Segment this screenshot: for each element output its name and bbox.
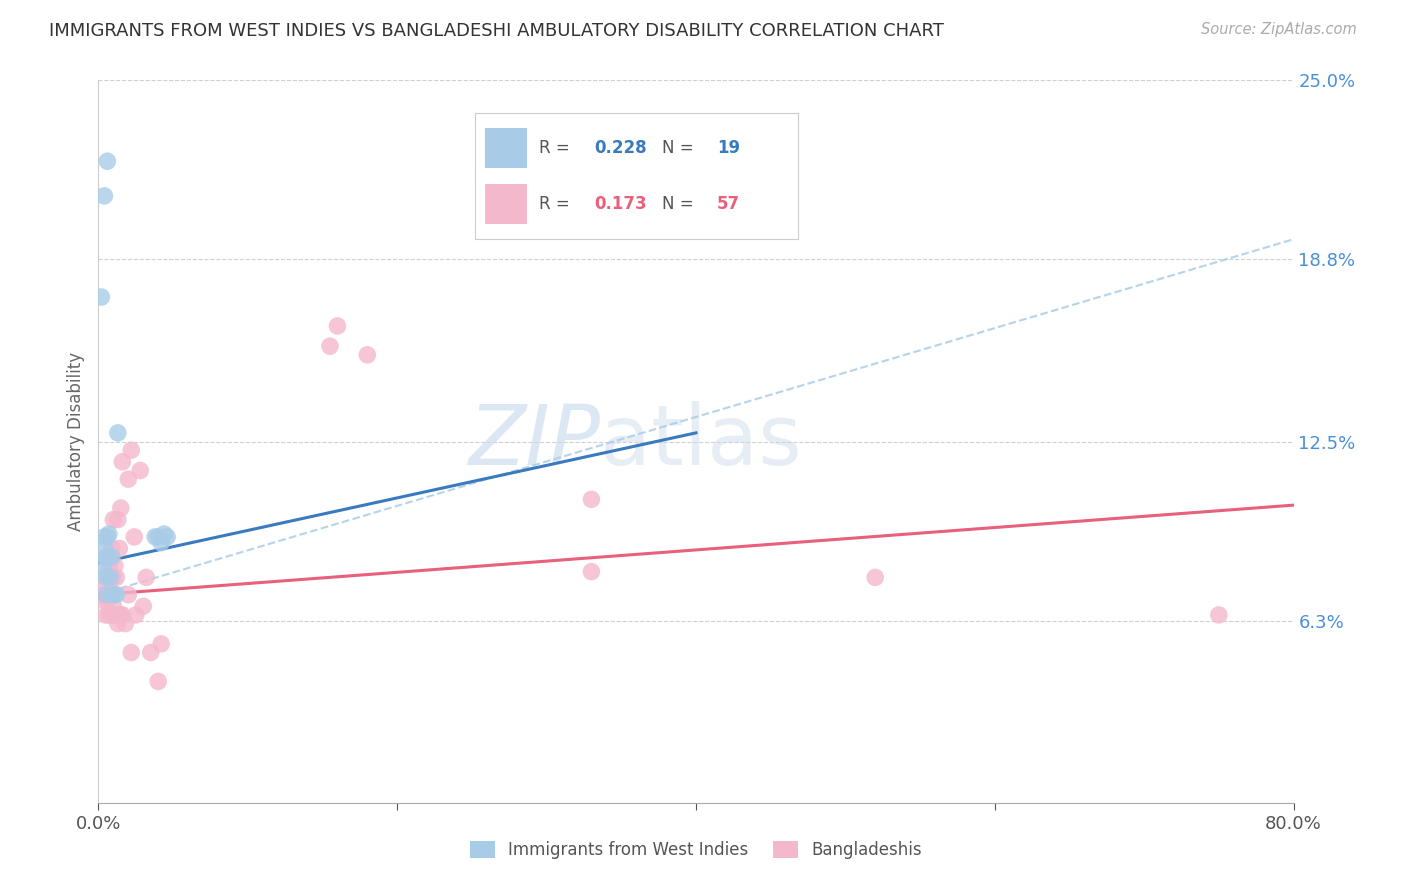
Point [150, 637, 173, 651]
Text: Source: ZipAtlas.com: Source: ZipAtlas.com [1201, 22, 1357, 37]
Y-axis label: Ambulatory Disability: Ambulatory Disability [66, 352, 84, 531]
Point [148, 674, 170, 689]
Point [111, 607, 134, 622]
Point [135, 570, 157, 584]
Point [103, 599, 125, 614]
Point [98, 570, 122, 584]
Point [94, 579, 117, 593]
Point [356, 348, 378, 362]
Point [101, 588, 124, 602]
Point [101, 607, 124, 622]
Point [110, 607, 132, 622]
Point [105, 570, 128, 584]
Point [108, 607, 131, 622]
Point [326, 318, 349, 333]
Point [93, 593, 115, 607]
Point [101, 541, 124, 556]
Point [96, 154, 118, 169]
Point [111, 455, 134, 469]
Point [865, 570, 887, 584]
Point [114, 616, 136, 631]
Point [124, 530, 146, 544]
Point [148, 530, 170, 544]
Point [108, 541, 131, 556]
Point [581, 565, 603, 579]
Point [97, 558, 120, 573]
Point [319, 339, 342, 353]
Point [96, 570, 118, 584]
Point [90, 290, 112, 304]
Point [93, 189, 115, 203]
Point [91, 588, 114, 602]
Point [107, 616, 129, 631]
Point [96, 530, 118, 544]
Point [103, 570, 125, 584]
Point [105, 607, 128, 622]
Legend: Immigrants from West Indies, Bangladeshis: Immigrants from West Indies, Bangladeshi… [470, 841, 922, 860]
Point [93, 541, 115, 556]
Point [150, 535, 173, 549]
Point [117, 472, 139, 486]
Text: atlas: atlas [600, 401, 801, 482]
Point [105, 588, 128, 602]
Point [98, 588, 122, 602]
Point [101, 550, 124, 565]
Point [104, 558, 127, 573]
Point [129, 463, 152, 477]
Point [94, 570, 117, 584]
Point [93, 530, 115, 544]
Point [120, 646, 142, 660]
Point [96, 550, 118, 565]
Point [97, 607, 120, 622]
Point [107, 512, 129, 526]
Point [104, 588, 127, 602]
Point [1208, 607, 1230, 622]
Point [120, 443, 142, 458]
Point [117, 588, 139, 602]
Point [581, 492, 603, 507]
Point [103, 588, 125, 602]
Point [139, 646, 162, 660]
Text: ZIP: ZIP [468, 401, 600, 482]
Point [94, 550, 117, 565]
Point [91, 558, 114, 573]
Text: IMMIGRANTS FROM WEST INDIES VS BANGLADESHI AMBULATORY DISABILITY CORRELATION CHA: IMMIGRANTS FROM WEST INDIES VS BANGLADES… [49, 22, 943, 40]
Point [110, 501, 132, 516]
Point [143, 530, 166, 544]
Point [107, 425, 129, 440]
Point [94, 588, 117, 602]
Point [103, 512, 125, 526]
Point [125, 607, 148, 622]
Point [97, 527, 120, 541]
Point [156, 530, 179, 544]
Point [98, 570, 122, 584]
Point [132, 599, 155, 614]
Point [94, 607, 117, 622]
Point [96, 593, 118, 607]
Point [153, 527, 176, 541]
